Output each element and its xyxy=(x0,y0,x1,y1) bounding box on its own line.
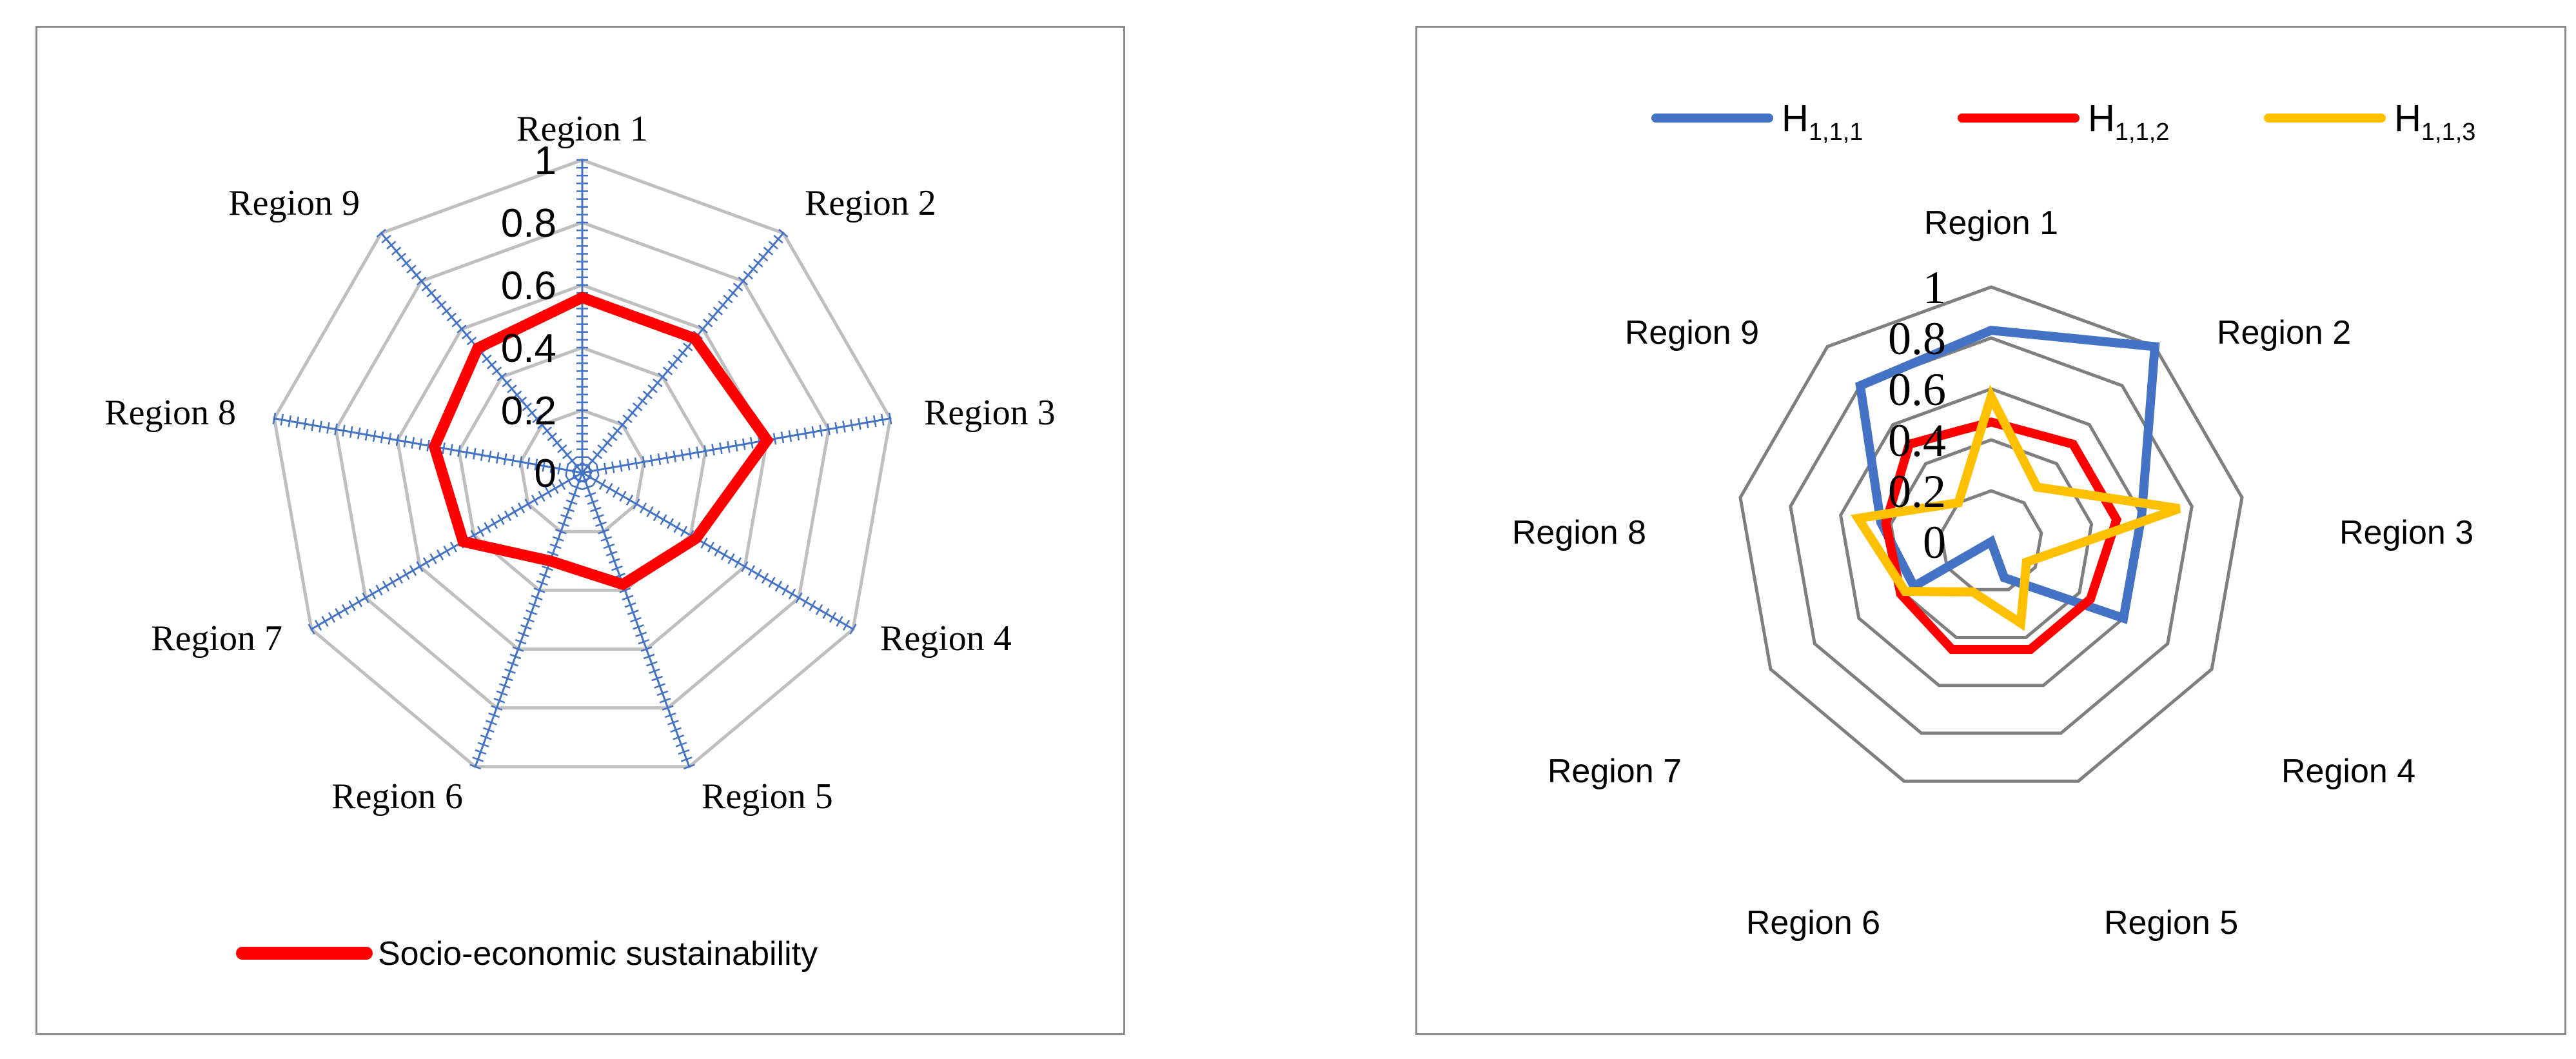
right-legend: H1,1,1 H1,1,2 H1,1,3 xyxy=(1651,97,2475,146)
left-legend: Socio-economic sustainability xyxy=(236,935,818,973)
axis-ticks-4 xyxy=(585,471,857,635)
tick-label-0-2: 0.2 xyxy=(1888,466,1946,517)
grid-ring-5 xyxy=(272,158,892,769)
tick-label-0-2: 0.2 xyxy=(501,389,556,433)
category-label-region-3: Region 3 xyxy=(2339,514,2473,551)
category-label-region-2: Region 2 xyxy=(2217,314,2351,351)
axis-ticks-5 xyxy=(579,477,695,769)
tick-label-0-6: 0.6 xyxy=(1888,364,1946,415)
category-label-region-8: Region 8 xyxy=(104,393,236,433)
series-line-h1-1-1 xyxy=(1855,326,2160,624)
grid-ring-5 xyxy=(1738,285,2244,783)
category-label-region-4: Region 4 xyxy=(880,619,1012,658)
axis-ticks-9 xyxy=(376,228,582,471)
tick-label-0: 0 xyxy=(1923,517,1946,568)
left-category-labels: Region 1 Region 2 Region 3 Region 4 Region 5… xyxy=(104,109,1056,817)
tick-label-1: 1 xyxy=(1923,262,1946,313)
tick-label-0-6: 0.6 xyxy=(501,264,556,308)
right-tick-labels: 00.20.40.60.81 xyxy=(1888,262,1946,568)
left-tick-labels: 0 0.2 0.4 0.6 0.8 1 xyxy=(501,139,556,496)
axis-ticks-8 xyxy=(272,412,576,478)
tick-label-0: 0 xyxy=(535,451,556,496)
left-axes xyxy=(272,159,892,769)
grid-ring-4 xyxy=(334,221,831,710)
category-label-region-5: Region 5 xyxy=(702,777,833,817)
category-label-region-1: Region 1 xyxy=(1924,204,2058,242)
category-label-region-2: Region 2 xyxy=(805,183,936,223)
category-label-region-7: Region 7 xyxy=(1548,753,1682,790)
grid-ring-1 xyxy=(518,408,646,533)
tick-label-0-4: 0.4 xyxy=(501,326,556,371)
category-label-region-8: Region 8 xyxy=(1512,514,1646,551)
category-label-region-6: Region 6 xyxy=(331,777,463,817)
category-label-region-4: Region 4 xyxy=(2281,753,2415,790)
category-label-region-1: Region 1 xyxy=(516,109,648,149)
tick-label-0-4: 0.4 xyxy=(1888,415,1946,466)
category-label-region-5: Region 5 xyxy=(2104,904,2238,942)
legend-label-h113: H1,1,3 xyxy=(2394,97,2475,146)
legend-label-h111: H1,1,1 xyxy=(1782,97,1863,146)
axis-ticks-6 xyxy=(469,477,585,769)
grid-ring-3 xyxy=(1838,387,2144,688)
tick-label-1: 1 xyxy=(535,139,556,183)
left-grid xyxy=(272,158,892,769)
left-series xyxy=(428,292,774,591)
series-line-socio-economic-sustainability xyxy=(428,292,774,591)
category-label-region-9: Region 9 xyxy=(228,183,360,223)
category-label-region-9: Region 9 xyxy=(1625,314,1759,351)
legend-label-h112: H1,1,2 xyxy=(2088,97,2169,146)
right-category-labels: Region 1 Region 2 Region 3 Region 4 Region 5… xyxy=(1512,204,2473,942)
series-line-h1-1-3 xyxy=(1851,384,2181,631)
category-label-region-6: Region 6 xyxy=(1746,904,1880,942)
series-line-h1-1-2 xyxy=(1881,417,2122,654)
tick-label-0-8: 0.8 xyxy=(501,201,556,246)
right-grid xyxy=(1738,285,2244,783)
tick-label-0-8: 0.8 xyxy=(1888,313,1946,364)
category-label-region-7: Region 7 xyxy=(151,619,282,658)
legend-label-socio-economic: Socio-economic sustainability xyxy=(378,935,818,973)
grid-ring-3 xyxy=(395,283,769,651)
grid-ring-1 xyxy=(1939,489,2043,591)
grid-ring-4 xyxy=(1789,336,2194,735)
grid-ring-2 xyxy=(457,346,707,592)
category-label-region-3: Region 3 xyxy=(924,393,1056,433)
right-series xyxy=(1851,326,2181,654)
